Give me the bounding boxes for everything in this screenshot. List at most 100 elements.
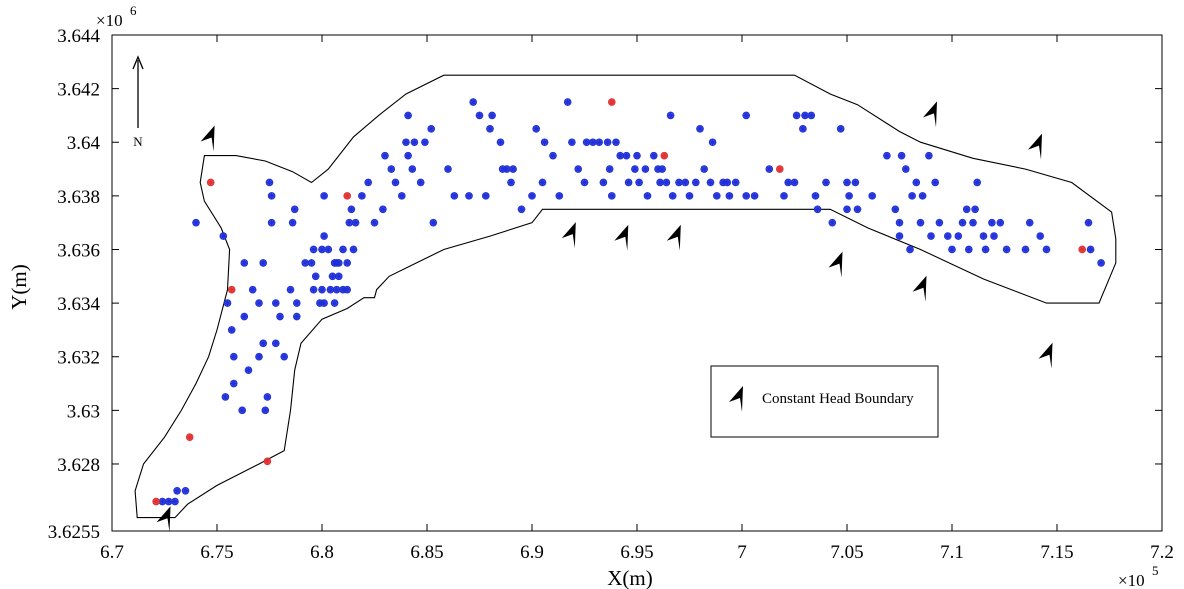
well-point-blue [891, 205, 900, 214]
boundary-arrowhead-icon [614, 224, 629, 251]
well-point-blue [742, 111, 750, 120]
well-point-blue [540, 138, 549, 147]
x-tick-label: 6.7 [100, 542, 124, 563]
well-point-blue [649, 151, 658, 160]
well-point-blue [532, 125, 540, 133]
plot-area [111, 34, 1163, 532]
well-point-blue [230, 352, 238, 361]
boundary-arrowhead-icon [200, 125, 215, 152]
well-point-blue [364, 178, 373, 187]
well-point-blue [421, 138, 429, 147]
y-axis-label: Y(m) [7, 264, 31, 310]
well-point-blue [954, 232, 963, 240]
well-point-blue [656, 178, 664, 187]
boundary-layer [134, 74, 1117, 519]
well-point-blue [1097, 259, 1105, 267]
x-exponent: ×10 5 [1118, 563, 1159, 589]
well-point-blue [925, 151, 933, 160]
well-point-blue [792, 111, 801, 120]
well-point-blue [971, 205, 979, 214]
well-point-blue [742, 192, 750, 200]
well-point-blue [181, 486, 190, 495]
well-point-blue [381, 151, 389, 160]
boundary-arrowhead-icon [1028, 133, 1042, 160]
y-tick-label: 3.644 [57, 26, 100, 47]
points-layer [152, 98, 1105, 506]
well-point-blue [173, 486, 181, 495]
well-point-blue [979, 232, 988, 240]
north-label: N [133, 134, 143, 149]
well-point-red [1078, 245, 1086, 254]
well-point-blue [379, 205, 387, 214]
well-point-blue [265, 178, 274, 187]
x-tick-label: 7 [737, 542, 747, 563]
well-point-blue [555, 192, 564, 200]
x-tick-label: 7.1 [940, 542, 964, 563]
well-point-blue [320, 299, 328, 307]
well-point-blue [931, 178, 939, 187]
model-boundary [134, 74, 1117, 519]
well-point-red [660, 151, 669, 160]
well-point-blue [1021, 245, 1030, 254]
well-point-blue [450, 192, 459, 200]
y-tick-label: 3.628 [57, 455, 100, 476]
y-exponent: ×10 6 [96, 3, 137, 30]
well-point-blue [868, 192, 876, 200]
well-point-blue [481, 192, 490, 200]
well-point-blue [696, 125, 704, 133]
well-point-blue [429, 218, 438, 227]
well-point-blue [347, 205, 356, 214]
y-tick-label: 3.636 [57, 240, 100, 261]
well-point-blue [1036, 232, 1044, 240]
well-point-blue [731, 178, 740, 187]
well-point-blue [988, 218, 996, 227]
well-point-blue [326, 285, 335, 294]
well-point-blue [259, 259, 268, 267]
well-point-blue [607, 192, 616, 200]
well-point-blue [916, 218, 925, 227]
well-point-blue [507, 178, 515, 187]
well-point-blue [334, 272, 343, 281]
well-point-blue [318, 245, 326, 254]
legend: Constant Head Boundary [710, 365, 939, 438]
well-point-blue [1086, 245, 1095, 254]
well-point-blue [765, 165, 774, 173]
well-point-blue [330, 299, 339, 307]
well-point-blue [1002, 245, 1011, 254]
well-point-blue [666, 111, 675, 120]
well-point-blue [712, 192, 721, 200]
well-point-blue [307, 259, 316, 267]
well-point-blue [410, 138, 419, 147]
y-tick-label: 3.64 [67, 133, 101, 154]
well-point-blue [343, 285, 352, 294]
well-point-blue [358, 192, 366, 200]
well-point-blue [643, 192, 652, 200]
boundary-arrows-layer [156, 101, 1053, 533]
well-point-blue [635, 178, 643, 187]
well-point-blue [549, 151, 557, 160]
well-point-blue [750, 192, 759, 200]
well-point-blue [668, 192, 677, 200]
well-point-blue [404, 151, 412, 160]
well-point-blue [286, 285, 295, 294]
well-point-blue [828, 218, 837, 227]
well-point-blue [723, 178, 732, 187]
well-point-blue [240, 259, 249, 267]
well-point-blue [616, 151, 624, 160]
well-point-blue [685, 192, 694, 200]
well-point-blue [267, 192, 276, 200]
well-point-blue [427, 125, 436, 133]
well-point-blue [943, 232, 952, 240]
well-point-blue [883, 151, 891, 160]
well-point-blue [843, 205, 851, 214]
well-point-blue [227, 326, 236, 334]
well-point-blue [259, 339, 268, 348]
well-point-blue [320, 192, 328, 200]
boundary-arrowhead-icon [1038, 342, 1053, 369]
boundary-arrowhead-icon [828, 251, 843, 278]
well-point-blue [402, 138, 410, 147]
well-point-blue [318, 285, 326, 294]
y-exponent-base: ×10 [96, 11, 123, 30]
well-point-blue [324, 245, 333, 254]
